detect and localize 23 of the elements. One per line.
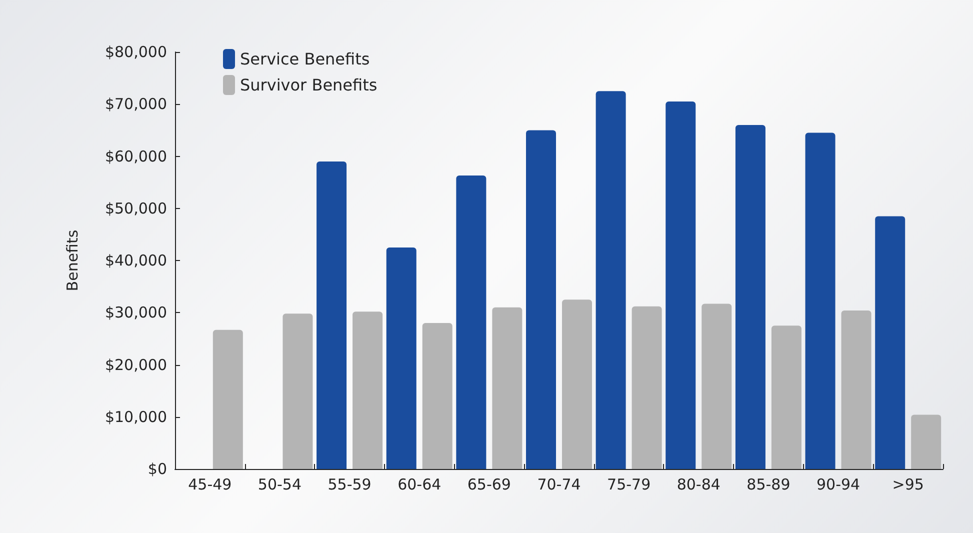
y-tick-label: $40,000	[104, 252, 167, 270]
y-tick-label: $80,000	[104, 43, 167, 61]
y-tick-label: $70,000	[104, 95, 167, 114]
y-tick-label: $10,000	[104, 408, 167, 426]
x-tick-label: 65-69	[467, 476, 511, 494]
y-tick-label: $30,000	[104, 304, 167, 322]
legend-label: Survivor Benefits	[240, 76, 378, 94]
legend-label: Service Benefits	[240, 50, 370, 68]
x-tick-label: 80-84	[676, 476, 720, 494]
x-tick-label: 55-59	[328, 476, 372, 494]
y-tick-label: $60,000	[104, 147, 167, 166]
x-tick-label: 45-49	[188, 476, 232, 494]
x-tick-label: 60-64	[398, 476, 442, 494]
x-tick-label: 85-89	[746, 476, 790, 494]
x-tick-label: 50-54	[258, 476, 302, 494]
x-tick-label: 90-94	[816, 476, 860, 494]
y-tick-label: $20,000	[104, 356, 167, 374]
y-tick-label: $50,000	[104, 199, 167, 218]
x-tick-label: >95	[892, 476, 924, 494]
x-tick-label: 70-74	[537, 476, 581, 494]
y-tick-label: $0	[148, 460, 167, 478]
y-axis-title: Benefits	[64, 230, 82, 292]
x-tick-label: 75-79	[607, 476, 651, 494]
